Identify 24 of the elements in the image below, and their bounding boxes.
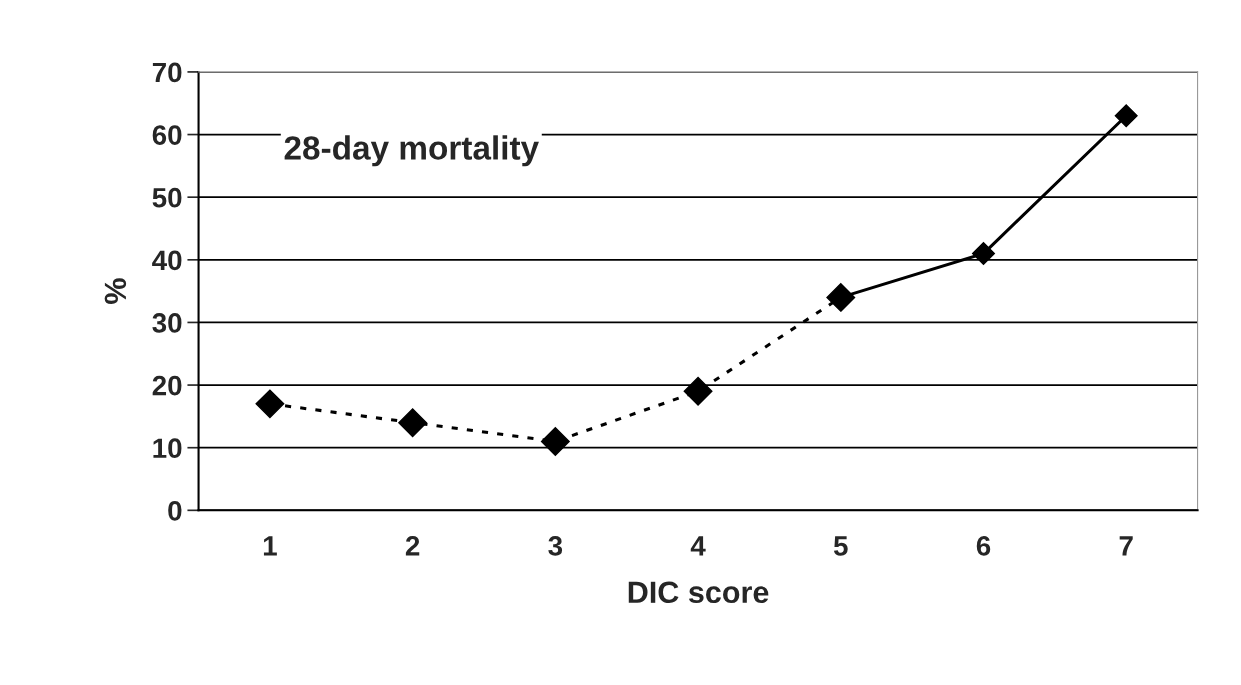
- y-tick-label: 70: [152, 62, 182, 83]
- y-tick-label: 50: [152, 187, 182, 208]
- x-tick-label: 2: [405, 536, 420, 556]
- point: [255, 389, 285, 419]
- point: [971, 242, 995, 266]
- annotation: 28-day mortality: [284, 135, 539, 167]
- point: [1114, 104, 1138, 128]
- y-tick-label: 0: [168, 500, 182, 521]
- y-axis-title: %: [104, 278, 127, 304]
- y-tick-label: 60: [152, 125, 182, 145]
- x-tick-label: 1: [263, 536, 277, 556]
- x-tick-label: 7: [1119, 536, 1133, 556]
- x-tick-label: 6: [976, 536, 991, 556]
- y-tick-label: 20: [152, 375, 182, 396]
- x-tick-label: 4: [690, 536, 706, 556]
- point: [398, 408, 428, 438]
- x-tick-label: 5: [833, 536, 848, 556]
- y-tick-label: 40: [152, 250, 182, 271]
- point: [683, 376, 713, 406]
- y-tick-label: 30: [152, 313, 182, 333]
- point: [540, 426, 570, 456]
- x-tick-label: 3: [548, 536, 563, 556]
- y-tick-label: 10: [153, 438, 182, 459]
- x-axis-title: DIC score: [628, 581, 769, 604]
